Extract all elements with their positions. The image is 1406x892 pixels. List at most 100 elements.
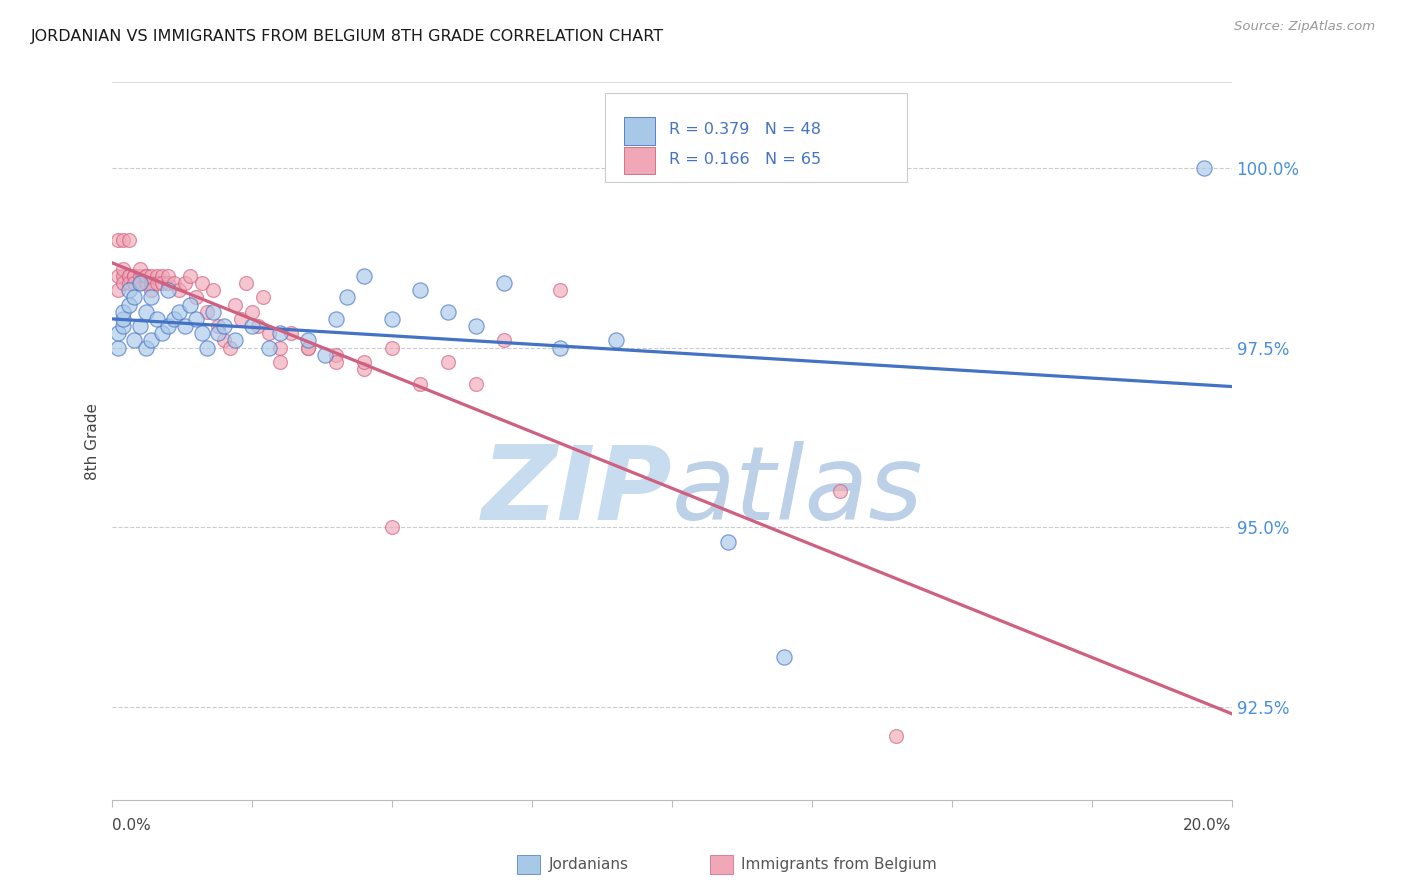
Point bbox=[112, 312, 135, 326]
Point bbox=[437, 355, 460, 369]
Point bbox=[112, 233, 135, 247]
Text: Source: ZipAtlas.com: Source: ZipAtlas.com bbox=[1234, 20, 1375, 33]
Point bbox=[179, 268, 201, 283]
Point bbox=[280, 326, 302, 341]
Point bbox=[325, 348, 347, 362]
Point bbox=[146, 312, 169, 326]
Point bbox=[112, 319, 135, 334]
Point bbox=[269, 326, 291, 341]
Point bbox=[465, 319, 488, 334]
Text: atlas: atlas bbox=[672, 442, 924, 541]
Point bbox=[353, 355, 375, 369]
Point bbox=[409, 376, 432, 391]
Text: 20.0%: 20.0% bbox=[1184, 818, 1232, 833]
Point bbox=[201, 283, 224, 297]
Point bbox=[212, 319, 235, 334]
Text: ZIP: ZIP bbox=[481, 441, 672, 541]
Point bbox=[235, 276, 257, 290]
Point bbox=[129, 276, 152, 290]
Point bbox=[141, 334, 163, 348]
Point bbox=[118, 283, 141, 297]
Point bbox=[107, 233, 129, 247]
Point bbox=[1192, 161, 1215, 175]
Point bbox=[465, 376, 488, 391]
Point bbox=[112, 261, 135, 276]
Point bbox=[107, 283, 129, 297]
Point bbox=[409, 283, 432, 297]
Point bbox=[828, 484, 851, 499]
Point bbox=[157, 276, 180, 290]
Point bbox=[325, 312, 347, 326]
Point bbox=[240, 305, 263, 319]
Point bbox=[118, 233, 141, 247]
FancyBboxPatch shape bbox=[624, 118, 655, 145]
Point bbox=[269, 341, 291, 355]
Point bbox=[124, 276, 146, 290]
Point bbox=[124, 334, 146, 348]
Point bbox=[112, 276, 135, 290]
Text: Jordanians: Jordanians bbox=[548, 857, 628, 871]
Point bbox=[297, 341, 319, 355]
FancyBboxPatch shape bbox=[605, 93, 907, 183]
Point bbox=[548, 341, 571, 355]
Point bbox=[201, 305, 224, 319]
Text: R = 0.379   N = 48: R = 0.379 N = 48 bbox=[669, 122, 821, 137]
Point bbox=[179, 297, 201, 311]
Point bbox=[195, 341, 218, 355]
Point bbox=[124, 268, 146, 283]
Point bbox=[141, 290, 163, 304]
Point bbox=[207, 319, 229, 334]
Point bbox=[195, 305, 218, 319]
Point bbox=[381, 341, 404, 355]
Point bbox=[381, 312, 404, 326]
Point bbox=[184, 312, 207, 326]
Point bbox=[269, 355, 291, 369]
Point bbox=[141, 283, 163, 297]
Text: R = 0.166   N = 65: R = 0.166 N = 65 bbox=[669, 152, 821, 167]
Point bbox=[257, 341, 280, 355]
Point bbox=[107, 268, 129, 283]
Point bbox=[336, 290, 359, 304]
Point bbox=[169, 283, 191, 297]
Point bbox=[129, 261, 152, 276]
Point bbox=[118, 268, 141, 283]
Point bbox=[152, 268, 174, 283]
Point bbox=[492, 334, 515, 348]
Point bbox=[163, 312, 186, 326]
Point bbox=[152, 276, 174, 290]
Point bbox=[173, 276, 195, 290]
Point bbox=[118, 297, 141, 311]
Point bbox=[146, 276, 169, 290]
Point bbox=[118, 276, 141, 290]
Point bbox=[157, 283, 180, 297]
Point bbox=[224, 334, 246, 348]
Point bbox=[605, 334, 627, 348]
Point bbox=[257, 326, 280, 341]
Point bbox=[240, 319, 263, 334]
Point bbox=[163, 276, 186, 290]
Point bbox=[157, 319, 180, 334]
Point bbox=[129, 276, 152, 290]
Point bbox=[314, 348, 336, 362]
Text: Immigrants from Belgium: Immigrants from Belgium bbox=[741, 857, 936, 871]
Point bbox=[141, 276, 163, 290]
Point bbox=[124, 290, 146, 304]
Point bbox=[246, 319, 269, 334]
Point bbox=[118, 268, 141, 283]
Point bbox=[437, 305, 460, 319]
Point bbox=[107, 341, 129, 355]
Point bbox=[112, 305, 135, 319]
Point bbox=[224, 297, 246, 311]
Point bbox=[135, 268, 157, 283]
Point bbox=[492, 276, 515, 290]
Point bbox=[135, 305, 157, 319]
Point bbox=[146, 268, 169, 283]
Point bbox=[135, 341, 157, 355]
Point bbox=[218, 341, 240, 355]
Point bbox=[297, 341, 319, 355]
Text: JORDANIAN VS IMMIGRANTS FROM BELGIUM 8TH GRADE CORRELATION CHART: JORDANIAN VS IMMIGRANTS FROM BELGIUM 8TH… bbox=[31, 29, 664, 44]
Point bbox=[773, 649, 796, 664]
Point bbox=[124, 268, 146, 283]
Point bbox=[207, 326, 229, 341]
Point bbox=[173, 319, 195, 334]
